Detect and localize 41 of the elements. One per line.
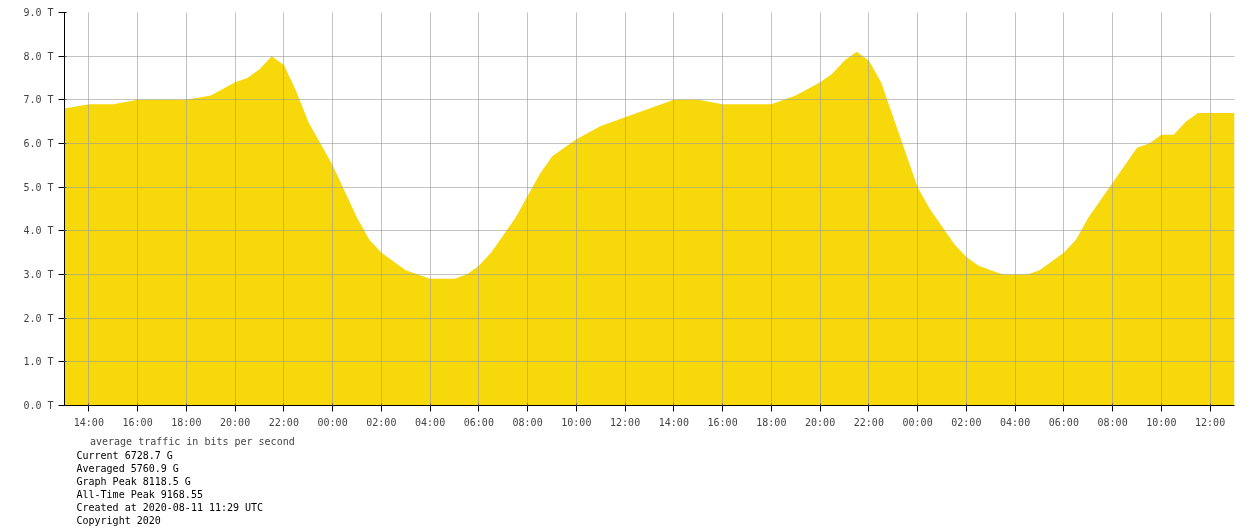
x-tick-label: 20:00 bbox=[805, 416, 836, 428]
x-tick-label: 16:00 bbox=[122, 416, 153, 428]
y-tick-label: 1.0 T bbox=[23, 356, 54, 368]
x-tick-label: 02:00 bbox=[951, 416, 982, 428]
x-tick-label: 04:00 bbox=[1000, 416, 1031, 428]
y-tick-label: 9.0 T bbox=[23, 7, 54, 18]
x-tick-label: 08:00 bbox=[1097, 416, 1128, 428]
text: average traffic in bits per second bbox=[90, 436, 295, 447]
y-tick-label: 7.0 T bbox=[23, 94, 54, 106]
x-tick-label: 12:00 bbox=[1195, 416, 1226, 428]
x-tick-label: 14:00 bbox=[73, 416, 104, 428]
x-tick-label: 06:00 bbox=[1048, 416, 1079, 428]
y-tick-label: 8.0 T bbox=[23, 50, 54, 62]
y-tick-label: 5.0 T bbox=[23, 181, 54, 193]
x-tick-label: 12:00 bbox=[610, 416, 641, 428]
text: All-Time Peak 9168.55 bbox=[76, 488, 203, 500]
y-tick-label: 4.0 T bbox=[23, 225, 54, 237]
x-tick-label: 10:00 bbox=[561, 416, 592, 428]
y-tick-label: 3.0 T bbox=[23, 269, 54, 280]
text: Averaged 5760.9 G bbox=[76, 462, 179, 474]
y-tick-label: 0.0 T bbox=[23, 400, 54, 411]
x-tick-label: 10:00 bbox=[1146, 416, 1177, 428]
y-tick-label: 2.0 T bbox=[23, 312, 54, 324]
x-tick-label: 00:00 bbox=[317, 416, 348, 428]
x-tick-label: 04:00 bbox=[415, 416, 446, 428]
x-tick-label: 18:00 bbox=[756, 416, 787, 428]
x-tick-label: 06:00 bbox=[463, 416, 494, 428]
text: Current 6728.7 G bbox=[76, 449, 173, 461]
text: Graph Peak 8118.5 G bbox=[76, 475, 191, 487]
x-tick-label: 18:00 bbox=[171, 416, 202, 428]
x-tick-label: 00:00 bbox=[902, 416, 933, 428]
x-tick-label: 16:00 bbox=[707, 416, 738, 428]
text: Copyright 2020 bbox=[76, 514, 161, 526]
text: Created at 2020-08-11 11:29 UTC bbox=[76, 501, 264, 513]
x-tick-label: 14:00 bbox=[658, 416, 689, 428]
y-tick-label: 6.0 T bbox=[23, 138, 54, 149]
x-tick-label: 08:00 bbox=[512, 416, 543, 428]
x-tick-label: 22:00 bbox=[268, 416, 299, 428]
x-tick-label: 02:00 bbox=[366, 416, 397, 428]
x-tick-label: 20:00 bbox=[220, 416, 251, 428]
x-tick-label: 22:00 bbox=[853, 416, 884, 428]
